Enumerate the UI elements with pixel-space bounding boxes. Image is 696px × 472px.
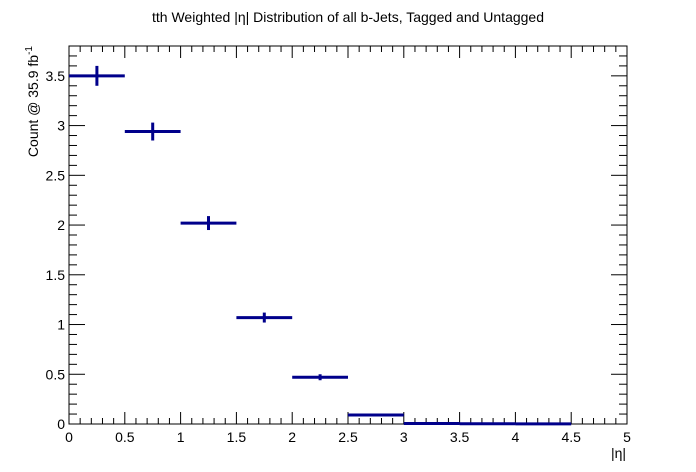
x-tick-label: 4 xyxy=(512,429,520,445)
axis-ticks xyxy=(68,45,628,425)
x-tick-label: 3 xyxy=(400,429,408,445)
chart-title: tth Weighted |η| Distribution of all b-J… xyxy=(152,9,544,25)
y-axis-label-superscript: -1 xyxy=(24,46,35,55)
x-tick-label: 5 xyxy=(623,429,631,445)
y-tick-label: 2 xyxy=(57,217,65,233)
data-point xyxy=(348,413,404,417)
x-tick-label: 3.5 xyxy=(450,429,470,445)
y-tick-label: 3.5 xyxy=(46,68,66,84)
x-tick-label: 4.5 xyxy=(561,429,581,445)
y-tick-label: 0.5 xyxy=(46,366,66,382)
y-axis-label-main: Count @ 35.9 fb xyxy=(25,55,41,157)
x-tick-label: 1.5 xyxy=(227,429,247,445)
y-tick-label: 3 xyxy=(57,118,65,134)
y-tick-label: 2.5 xyxy=(46,167,66,183)
data-point xyxy=(69,65,125,86)
x-tick-label: 2.5 xyxy=(338,429,358,445)
x-tick-label: 0.5 xyxy=(115,429,135,445)
x-tick-label: 2 xyxy=(288,429,296,445)
y-tick-label: 1 xyxy=(57,317,65,333)
data-point xyxy=(236,312,293,323)
data-point xyxy=(292,374,348,381)
data-point xyxy=(180,216,237,231)
y-tick-label: 0 xyxy=(57,416,65,432)
x-axis-label: |η| xyxy=(611,445,626,461)
y-axis-label: Count @ 35.9 fb-1 xyxy=(24,46,41,158)
x-tick-label: 0 xyxy=(65,429,73,445)
tick-labels: 0 0.5 1 1.5 2 2.5 3 3.5 4 4.5 5 0 0.5 1 1.5 2 2.5 3 3.5 xyxy=(46,68,632,445)
data-point xyxy=(124,122,181,141)
y-tick-label: 1.5 xyxy=(46,267,66,283)
data-series xyxy=(69,65,572,426)
x-tick-label: 1 xyxy=(177,429,185,445)
